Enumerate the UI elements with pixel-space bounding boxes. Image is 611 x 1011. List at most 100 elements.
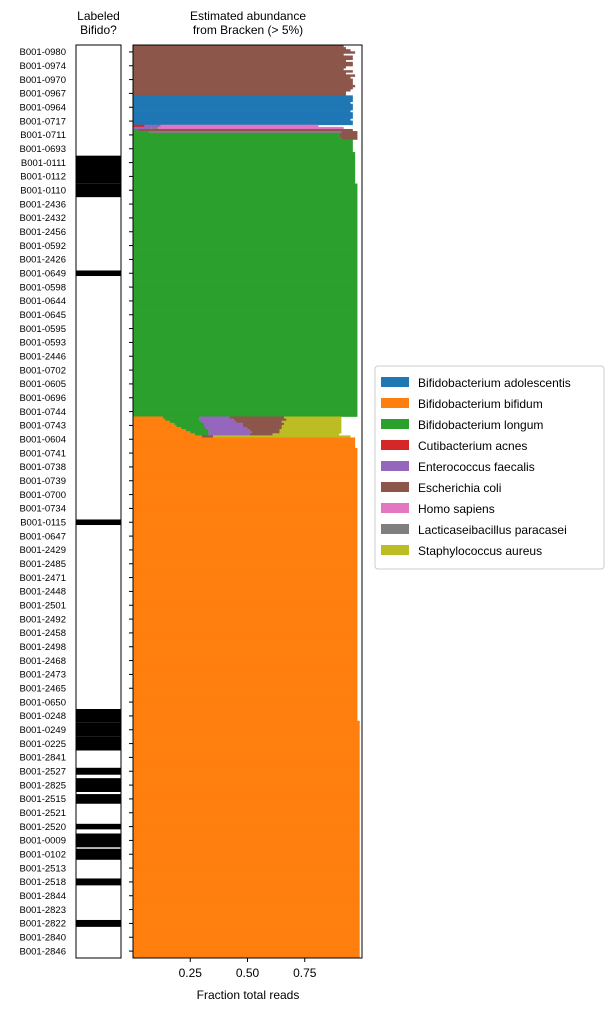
bar-segment xyxy=(133,823,360,827)
bar-segment xyxy=(133,683,358,686)
bar-segment xyxy=(133,324,358,327)
bar-segment xyxy=(286,418,342,422)
bar-segment xyxy=(158,126,344,130)
bar-segment xyxy=(133,78,353,82)
bar-segment xyxy=(133,298,358,302)
sample-label: B001-0647 xyxy=(20,531,66,542)
sample-label: B001-0592 xyxy=(20,241,66,252)
bar-segment xyxy=(133,527,358,531)
bar-segment xyxy=(133,653,358,657)
bar-segment xyxy=(133,538,358,541)
bar-segment xyxy=(133,672,358,676)
bar-segment xyxy=(151,126,159,130)
bar-segment xyxy=(133,177,356,180)
bar-segment xyxy=(133,179,356,182)
bar-segment xyxy=(133,659,358,663)
sample-label: B001-2501 xyxy=(20,600,66,611)
bar-segment xyxy=(133,773,360,776)
bar-segment xyxy=(133,340,358,344)
bar-segment xyxy=(133,462,358,466)
bar-segment xyxy=(133,695,358,699)
bar-segment xyxy=(133,922,360,925)
sample-label: B001-0739 xyxy=(20,476,66,487)
bar-segment xyxy=(133,834,360,837)
bar-segment xyxy=(133,563,358,566)
heatmap-frame xyxy=(75,44,122,959)
bar-segment xyxy=(133,424,177,428)
bar-segment xyxy=(133,498,358,501)
bar-segment xyxy=(133,420,170,424)
bar-segment xyxy=(133,632,358,636)
bar-segment xyxy=(133,708,358,711)
bar-segment xyxy=(133,890,360,894)
bar-segment xyxy=(133,393,358,396)
bar-segment xyxy=(133,840,360,843)
bar-segment xyxy=(133,382,358,386)
bar-segment xyxy=(133,508,358,512)
bar-segment xyxy=(133,307,358,310)
bar-segment xyxy=(133,496,358,499)
labeled-cell xyxy=(76,519,121,526)
bar-segment xyxy=(160,124,319,128)
bar-segment xyxy=(133,437,356,440)
bar-segment xyxy=(133,867,360,871)
bar-segment xyxy=(133,544,358,547)
bar-segment xyxy=(133,821,360,825)
abundance-panel: Estimated abundance from Bracken (> 5%) 0.… xyxy=(129,9,363,1002)
bar-segment xyxy=(133,584,358,587)
bar-segment xyxy=(133,271,358,275)
bar-segment xyxy=(133,189,358,193)
legend-label: Homo sapiens xyxy=(418,502,495,516)
bar-segment xyxy=(133,59,346,63)
bar-segment xyxy=(133,242,358,245)
bar-segment xyxy=(133,254,358,258)
bar-segment xyxy=(133,836,360,839)
bar-segment xyxy=(133,389,358,392)
bar-segment xyxy=(133,275,358,279)
bar-segment xyxy=(133,412,358,415)
legend-label: Enterococcus faecalis xyxy=(418,460,535,474)
bar-segment xyxy=(133,930,360,934)
bar-segment xyxy=(133,666,358,669)
bar-segment xyxy=(133,116,353,119)
bar-segment xyxy=(208,429,250,432)
bar-segment xyxy=(133,101,351,105)
bar-segment xyxy=(133,447,358,451)
sample-label: B001-0650 xyxy=(20,697,66,708)
bar-segment xyxy=(133,55,353,58)
bar-segment xyxy=(133,349,358,352)
bar-segment xyxy=(133,697,358,701)
bar-segment xyxy=(133,248,358,252)
bar-segment xyxy=(133,368,358,371)
bar-segment xyxy=(133,473,358,476)
bar-segment xyxy=(208,433,250,436)
bar-segment xyxy=(133,370,358,373)
sample-label: B001-0115 xyxy=(20,517,66,528)
bar-segment xyxy=(133,450,358,453)
bar-segment xyxy=(133,238,358,241)
sample-label: B001-2521 xyxy=(20,808,66,819)
bar-segment xyxy=(133,481,358,485)
bar-segment xyxy=(133,888,360,892)
bar-segment xyxy=(133,626,358,629)
bar-segment xyxy=(133,729,360,732)
bar-segment xyxy=(133,861,360,864)
bar-segment xyxy=(133,277,358,281)
bar-segment xyxy=(133,128,138,132)
bar-segment xyxy=(133,139,353,142)
bar-segment xyxy=(133,99,353,103)
bar-segment xyxy=(194,433,209,436)
bar-segment xyxy=(133,704,358,707)
bar-segment xyxy=(133,399,358,403)
bar-segment xyxy=(133,208,358,212)
legend-swatch xyxy=(381,461,409,471)
bar-segment xyxy=(133,871,360,875)
bar-segment xyxy=(133,317,358,321)
bar-segment xyxy=(133,160,356,163)
bar-segment xyxy=(133,202,358,205)
bar-segment xyxy=(133,842,360,846)
bar-segment xyxy=(133,798,360,801)
sample-label: B001-2473 xyxy=(20,670,66,681)
bar-segment xyxy=(133,70,353,73)
bar-segment xyxy=(133,336,358,340)
